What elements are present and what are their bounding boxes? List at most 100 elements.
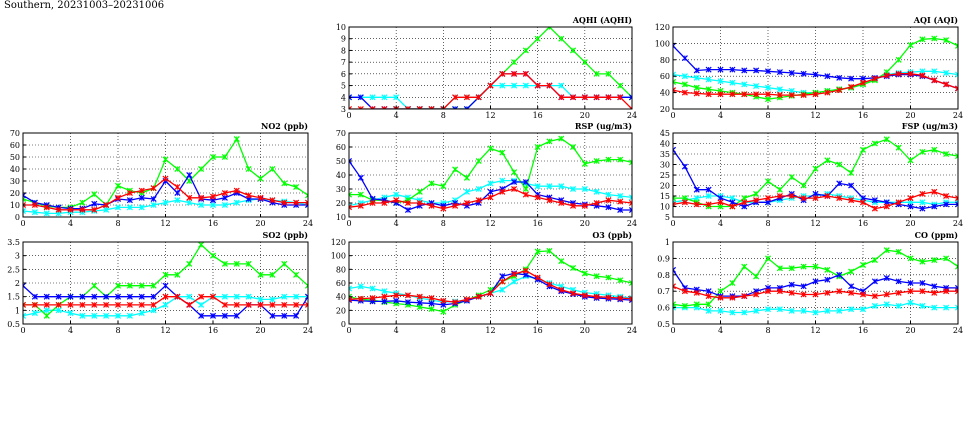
data-point bbox=[605, 197, 612, 204]
data-point bbox=[369, 199, 376, 207]
x-tick-label: 16 bbox=[208, 326, 218, 335]
data-point bbox=[452, 105, 459, 109]
data-point bbox=[221, 312, 228, 319]
data-point bbox=[931, 203, 938, 210]
x-tick-label: 20 bbox=[905, 111, 915, 120]
y-tick-label: 60 bbox=[336, 143, 346, 152]
data-point bbox=[919, 199, 926, 206]
x-tick-label: 12 bbox=[810, 326, 820, 335]
data-point bbox=[673, 266, 677, 273]
series-2 bbox=[673, 146, 958, 212]
data-point bbox=[717, 294, 724, 301]
data-point bbox=[907, 288, 914, 295]
data-point bbox=[31, 310, 38, 317]
data-point bbox=[883, 203, 890, 210]
data-point bbox=[581, 94, 588, 101]
data-point bbox=[681, 288, 688, 295]
y-tick-label: 3.5 bbox=[7, 238, 20, 247]
data-point bbox=[681, 73, 688, 80]
y-tick-label: 0.9 bbox=[657, 254, 670, 263]
data-point bbox=[907, 195, 914, 202]
data-point bbox=[114, 293, 122, 300]
y-tick-label: 7 bbox=[341, 58, 346, 67]
x-tick-label: 20 bbox=[580, 326, 590, 335]
series-line bbox=[673, 45, 958, 90]
data-point bbox=[788, 92, 795, 99]
data-point bbox=[836, 180, 843, 187]
data-point bbox=[23, 282, 27, 289]
data-point bbox=[919, 288, 926, 295]
data-point bbox=[800, 195, 807, 202]
data-point bbox=[546, 138, 553, 145]
data-point bbox=[764, 195, 772, 202]
data-point bbox=[31, 301, 38, 308]
plot-area bbox=[673, 247, 958, 316]
data-point bbox=[943, 69, 950, 76]
plot-area bbox=[673, 35, 958, 103]
data-point bbox=[931, 188, 938, 195]
data-point bbox=[126, 301, 133, 308]
data-point bbox=[673, 283, 677, 290]
data-point bbox=[393, 94, 400, 101]
data-point bbox=[269, 197, 276, 204]
data-point bbox=[79, 293, 86, 300]
data-point bbox=[209, 153, 217, 161]
x-tick-label: 12 bbox=[160, 219, 170, 228]
data-point bbox=[673, 42, 677, 49]
data-point bbox=[393, 197, 400, 204]
data-point bbox=[534, 194, 541, 201]
data-point bbox=[522, 191, 529, 198]
y-tick-label: 120 bbox=[331, 238, 346, 247]
data-point bbox=[31, 201, 38, 209]
data-point bbox=[717, 91, 724, 98]
data-point bbox=[428, 295, 435, 302]
data-point bbox=[558, 199, 565, 207]
data-point bbox=[681, 199, 688, 206]
data-point bbox=[741, 81, 748, 88]
data-point bbox=[499, 70, 506, 77]
data-point bbox=[800, 263, 807, 270]
data-point bbox=[705, 91, 712, 98]
data-point bbox=[281, 199, 288, 206]
data-point bbox=[404, 292, 411, 299]
data-point bbox=[848, 289, 855, 296]
series-0 bbox=[673, 299, 958, 316]
data-point bbox=[764, 84, 772, 91]
data-point bbox=[463, 188, 470, 195]
data-point bbox=[617, 198, 624, 205]
data-point bbox=[681, 55, 688, 62]
data-point bbox=[824, 289, 831, 296]
data-point bbox=[764, 306, 772, 313]
y-tick-label: 20 bbox=[336, 199, 346, 208]
data-point bbox=[673, 146, 677, 153]
series-3 bbox=[349, 267, 632, 306]
data-point bbox=[138, 293, 145, 300]
data-point bbox=[43, 312, 50, 319]
data-point bbox=[463, 174, 470, 181]
data-point bbox=[954, 42, 958, 49]
data-point bbox=[800, 70, 807, 77]
data-point bbox=[705, 307, 712, 314]
data-point bbox=[221, 260, 228, 267]
data-point bbox=[558, 82, 565, 89]
y-tick-label: 120 bbox=[655, 23, 670, 32]
data-point bbox=[126, 204, 133, 211]
data-point bbox=[729, 279, 736, 287]
chart-title: SO2 (ppb) bbox=[263, 230, 309, 240]
data-point bbox=[281, 301, 288, 308]
data-point bbox=[162, 282, 169, 289]
data-point bbox=[293, 312, 300, 319]
y-tick-label: 0.5 bbox=[7, 320, 20, 329]
data-point bbox=[475, 94, 482, 101]
data-point bbox=[55, 301, 62, 308]
data-point bbox=[162, 156, 169, 163]
data-point bbox=[31, 293, 38, 300]
data-point bbox=[943, 81, 950, 88]
data-point bbox=[729, 79, 736, 86]
data-point bbox=[776, 288, 783, 295]
data-point bbox=[404, 206, 411, 214]
data-point bbox=[428, 180, 435, 187]
data-point bbox=[198, 293, 205, 300]
x-tick-label: 8 bbox=[765, 326, 770, 335]
data-point bbox=[931, 304, 938, 311]
